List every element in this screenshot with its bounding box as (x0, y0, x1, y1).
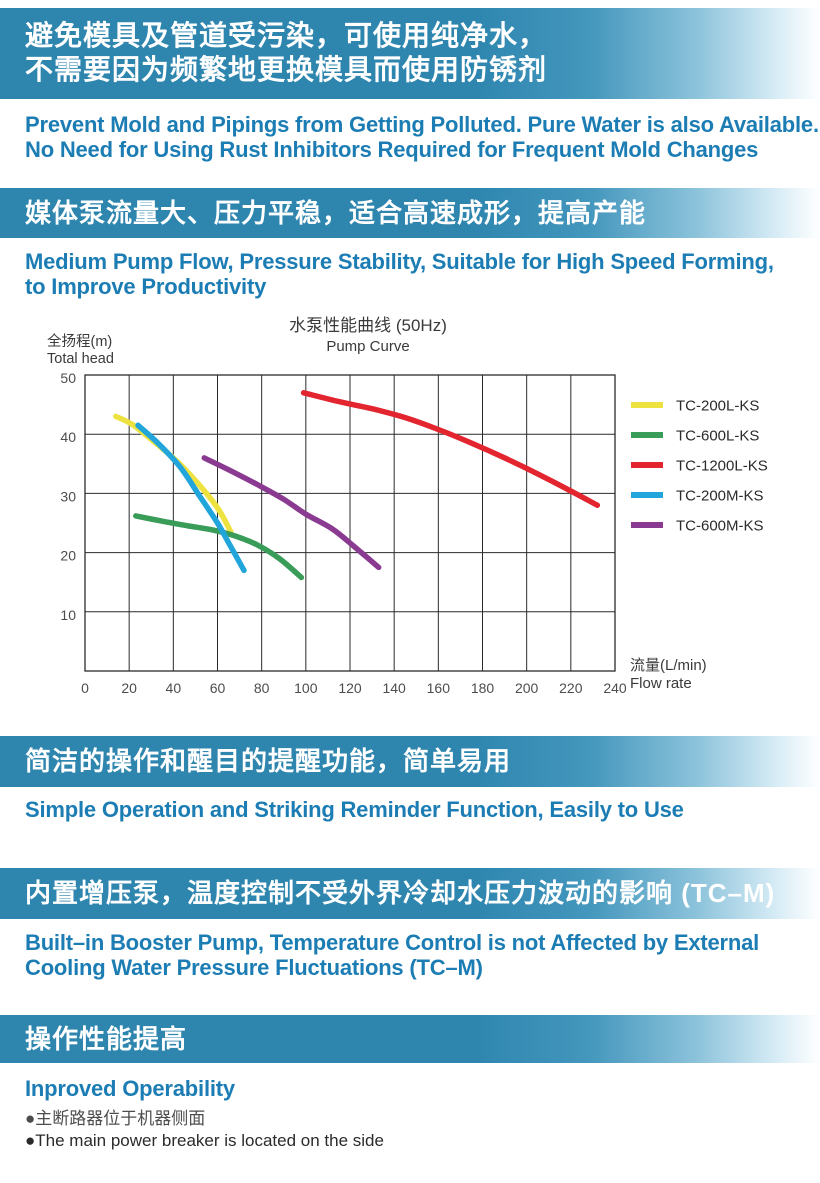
x-tick-label: 220 (559, 680, 583, 696)
operability-bullets: ●主断路器位于机器侧面 ●The main power breaker is l… (0, 1108, 820, 1152)
heading-en-line1: Medium Pump Flow, Pressure Stability, Su… (25, 249, 774, 274)
legend-swatch-TC-1200L-KS (631, 462, 663, 468)
legend-swatch-TC-200M-KS (631, 492, 663, 498)
heading-en-line1: Inproved Operability (25, 1076, 235, 1101)
curve-TC-200M-KS (135, 422, 247, 574)
banner-zh-line1: 避免模具及管道受污染，可使用纯净水， (25, 20, 548, 51)
legend-label-TC-200M-KS: TC-200M-KS (676, 488, 764, 505)
banner-pollution-prevention: 避免模具及管道受污染，可使用纯净水， 不需要因为频繁地更换模具而使用防锈剂 (0, 8, 820, 99)
heading-en-line2: to Improve Productivity (25, 274, 267, 299)
legend-label-TC-600L-KS: TC-600L-KS (676, 428, 759, 445)
heading-simple-operation-en: Simple Operation and Striking Reminder F… (0, 797, 820, 822)
heading-en-line2: Cooling Water Pressure Fluctuations (TC–… (25, 955, 483, 980)
banner-booster-pump: 内置增压泵，温度控制不受外界冷却水压力波动的影响 (TC–M) (0, 868, 820, 919)
legend-swatch-TC-200L-KS (631, 402, 663, 408)
curve-TC-600M-KS (201, 455, 382, 571)
banner-pump-flow: 媒体泵流量大、压力平稳，适合高速成形，提高产能 (0, 188, 820, 238)
banner-zh-line1: 媒体泵流量大、压力平稳，适合高速成形，提高产能 (25, 198, 647, 228)
plot-border (84, 374, 616, 672)
legend-label-TC-200L-KS: TC-200L-KS (676, 398, 759, 415)
x-tick-label: 40 (166, 680, 182, 696)
y-tick-label: 20 (60, 548, 76, 564)
chart-title-en: Pump Curve (326, 338, 409, 355)
legend-swatch-TC-600L-KS (631, 432, 663, 438)
x-tick-label: 240 (603, 680, 627, 696)
y-tick-label: 10 (60, 607, 76, 623)
legend-label-TC-1200L-KS: TC-1200L-KS (676, 458, 768, 475)
bullet-main-breaker-en: ●The main power breaker is located on th… (25, 1131, 384, 1150)
banner-zh-line1: 简洁的操作和醒目的提醒功能，简单易用 (25, 746, 512, 776)
x-tick-label: 180 (471, 680, 495, 696)
banner-zh-line1: 内置增压泵，温度控制不受外界冷却水压力波动的影响 (TC–M) (25, 878, 776, 908)
x-tick-label: 20 (121, 680, 137, 696)
curve-TC-1200L-KS (300, 390, 601, 508)
heading-en-line1: Simple Operation and Striking Reminder F… (25, 797, 684, 822)
y-tick-label: 40 (60, 429, 76, 445)
bullet-main-breaker-zh: ●主断路器位于机器侧面 (25, 1109, 206, 1128)
y-tick-label: 50 (60, 370, 76, 386)
heading-en-line1: Prevent Mold and Pipings from Getting Po… (25, 112, 819, 137)
x-tick-label: 0 (81, 680, 89, 696)
x-tick-label: 140 (382, 680, 406, 696)
heading-operability-en: Inproved Operability (0, 1076, 820, 1101)
heading-booster-pump-en: Built–in Booster Pump, Temperature Contr… (0, 930, 820, 980)
y-axis-label-en: Total head (47, 351, 114, 367)
heading-en-line2: No Need for Using Rust Inhibitors Requir… (25, 137, 759, 162)
pump-curve-chart: 0 20 40 60 80 100 120 140 160 180 200 220 240 10 20 30 4… (0, 315, 820, 700)
heading-pump-flow-en: Medium Pump Flow, Pressure Stability, Su… (0, 249, 820, 299)
heading-pollution-prevention-en: Prevent Mold and Pipings from Getting Po… (0, 112, 820, 162)
banner-simple-operation: 简洁的操作和醒目的提醒功能，简单易用 (0, 736, 820, 787)
x-axis-label-en: Flow rate (630, 675, 692, 692)
y-axis-label-zh: 全扬程(m) (47, 332, 112, 350)
chart-title-zh: 水泵性能曲线 (50Hz) (289, 316, 447, 335)
y-tick-label: 30 (60, 488, 76, 504)
legend-label-TC-600M-KS: TC-600M-KS (676, 518, 764, 535)
heading-en-line1: Built–in Booster Pump, Temperature Contr… (25, 930, 760, 955)
pump-curve-svg: 0 20 40 60 80 100 120 140 160 180 200 220 240 10 20 30 4… (47, 316, 768, 696)
x-tick-label: 120 (338, 680, 362, 696)
legend-swatch-TC-600M-KS (631, 522, 663, 528)
x-tick-label: 60 (210, 680, 226, 696)
x-tick-label: 200 (515, 680, 539, 696)
banner-zh-line1: 操作性能提高 (25, 1024, 188, 1054)
x-tick-label: 100 (294, 680, 318, 696)
x-tick-label: 80 (254, 680, 270, 696)
x-axis-label-zh: 流量(L/min) (630, 657, 707, 674)
banner-zh-line2: 不需要因为频繁地更换模具而使用防锈剂 (25, 54, 548, 85)
banner-operability: 操作性能提高 (0, 1015, 820, 1063)
x-tick-label: 160 (427, 680, 451, 696)
